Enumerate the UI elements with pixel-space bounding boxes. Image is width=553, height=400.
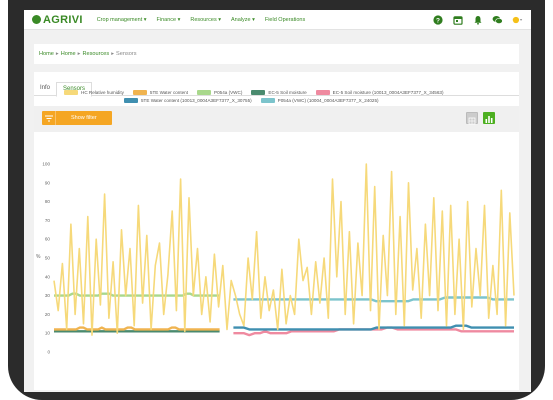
series-line-2[interactable] bbox=[54, 292, 220, 297]
legend-label: EC-5 Soil moisture (10013_0004A3EF7377_X… bbox=[332, 90, 444, 95]
legend-swatch bbox=[132, 90, 147, 95]
legend-item[interactable]: EC-5 Soil moisture bbox=[251, 90, 307, 95]
user-menu-icon[interactable] bbox=[512, 14, 523, 25]
menu-analyze[interactable]: Analyze ▾ bbox=[230, 16, 255, 23]
series-line-0[interactable] bbox=[53, 163, 515, 336]
svg-text:?: ? bbox=[436, 17, 440, 24]
show-filter-label: Show filter bbox=[71, 115, 97, 121]
leaf-logo-icon bbox=[32, 15, 41, 24]
legend-swatch bbox=[260, 98, 275, 103]
sensor-line-chart: 0 10 20 30 40 50 60 70 80 90 100% bbox=[36, 162, 515, 355]
chat-icon[interactable] bbox=[492, 14, 503, 25]
menu-crop-management[interactable]: Crop management ▾ bbox=[96, 16, 147, 23]
legend-item[interactable]: 5TE Water content bbox=[132, 90, 189, 95]
y-tick-label: 60 bbox=[45, 237, 51, 242]
y-tick-label: 40 bbox=[45, 274, 51, 279]
bar-chart-icon bbox=[485, 116, 493, 123]
legend-item[interactable]: P054a (VWC) bbox=[197, 90, 242, 95]
logo-text: AGRIVI bbox=[43, 13, 83, 26]
show-filter-button[interactable]: Show filter bbox=[42, 111, 112, 125]
filter-icon bbox=[42, 111, 56, 125]
calendar-icon[interactable] bbox=[452, 14, 463, 25]
legend-label: P054a (VWC) (10004_0004A3EF7377_X_24025) bbox=[277, 98, 379, 103]
legend-item[interactable]: HC Relative humidity bbox=[64, 90, 124, 95]
legend-label: HC Relative humidity bbox=[81, 90, 124, 95]
legend-label: EC-5 Soil moisture bbox=[268, 90, 307, 95]
chart-legend: HC Relative humidity 5TE Water content P… bbox=[64, 90, 494, 106]
legend-swatch bbox=[124, 98, 138, 103]
table-icon bbox=[468, 117, 476, 125]
y-tick-label: 0 bbox=[47, 350, 50, 355]
legend-item[interactable]: 5TE Water content (10013_0004A3EF7377_X_… bbox=[124, 98, 252, 103]
menu-finance[interactable]: Finance ▾ bbox=[156, 16, 181, 23]
filter-bar: Show filter bbox=[34, 106, 519, 132]
menu-field-operations[interactable]: Field Operations bbox=[264, 16, 306, 23]
breadcrumb-current: Sensors bbox=[116, 51, 137, 57]
breadcrumb: Home ▸ Home ▸ Resources ▸ Sensors bbox=[34, 44, 519, 64]
breadcrumb-separator: ▸ bbox=[55, 51, 59, 57]
legend-label: 5TE Water content bbox=[149, 90, 189, 95]
menu-resources[interactable]: Resources ▾ bbox=[190, 16, 221, 23]
y-axis-label: % bbox=[36, 254, 41, 260]
app-logo[interactable]: AGRIVI bbox=[32, 14, 83, 26]
breadcrumb-home-2[interactable]: Home bbox=[60, 51, 76, 57]
chart-view-button[interactable] bbox=[483, 112, 495, 124]
y-tick-label: 100 bbox=[42, 162, 50, 167]
app-screen: AGRIVI Crop management ▾ Finance ▾ Resou… bbox=[24, 10, 531, 392]
breadcrumb-separator: ▸ bbox=[77, 51, 81, 57]
top-navbar: AGRIVI Crop management ▾ Finance ▾ Resou… bbox=[24, 10, 531, 30]
breadcrumb-separator: ▸ bbox=[111, 51, 115, 57]
legend-label: P054a (VWC) bbox=[214, 90, 243, 95]
tab-info[interactable]: Info bbox=[40, 85, 51, 91]
main-menu: Crop management ▾ Finance ▾ Resources ▾ … bbox=[97, 17, 306, 23]
y-tick-label: 30 bbox=[45, 293, 51, 298]
table-view-button[interactable] bbox=[466, 112, 478, 125]
legend-swatch bbox=[64, 90, 78, 95]
y-tick-label: 80 bbox=[45, 199, 51, 204]
y-tick-label: 90 bbox=[45, 180, 51, 185]
help-icon[interactable]: ? bbox=[432, 14, 443, 25]
series-line-5[interactable] bbox=[233, 324, 514, 331]
notification-bell-icon[interactable] bbox=[472, 14, 483, 25]
breadcrumb-resources[interactable]: Resources bbox=[82, 51, 110, 57]
nav-icons: ? bbox=[432, 14, 523, 25]
y-tick-label: 50 bbox=[45, 256, 51, 261]
y-tick-label: 10 bbox=[45, 331, 51, 336]
y-tick-label: 70 bbox=[45, 218, 51, 223]
legend-label: 5TE Water content (10013_0004A3EF7377_X_… bbox=[141, 98, 252, 103]
legend-swatch bbox=[315, 90, 330, 95]
breadcrumb-home[interactable]: Home bbox=[39, 51, 54, 57]
series-line-1[interactable] bbox=[54, 326, 220, 331]
legend-item[interactable]: EC-5 Soil moisture (10013_0004A3EF7377_X… bbox=[315, 90, 444, 95]
y-tick-label: 20 bbox=[45, 312, 51, 317]
legend-swatch bbox=[251, 90, 266, 95]
legend-item[interactable]: P054a (VWC) (10004_0004A3EF7377_X_24025) bbox=[260, 98, 379, 103]
legend-swatch bbox=[197, 90, 212, 95]
